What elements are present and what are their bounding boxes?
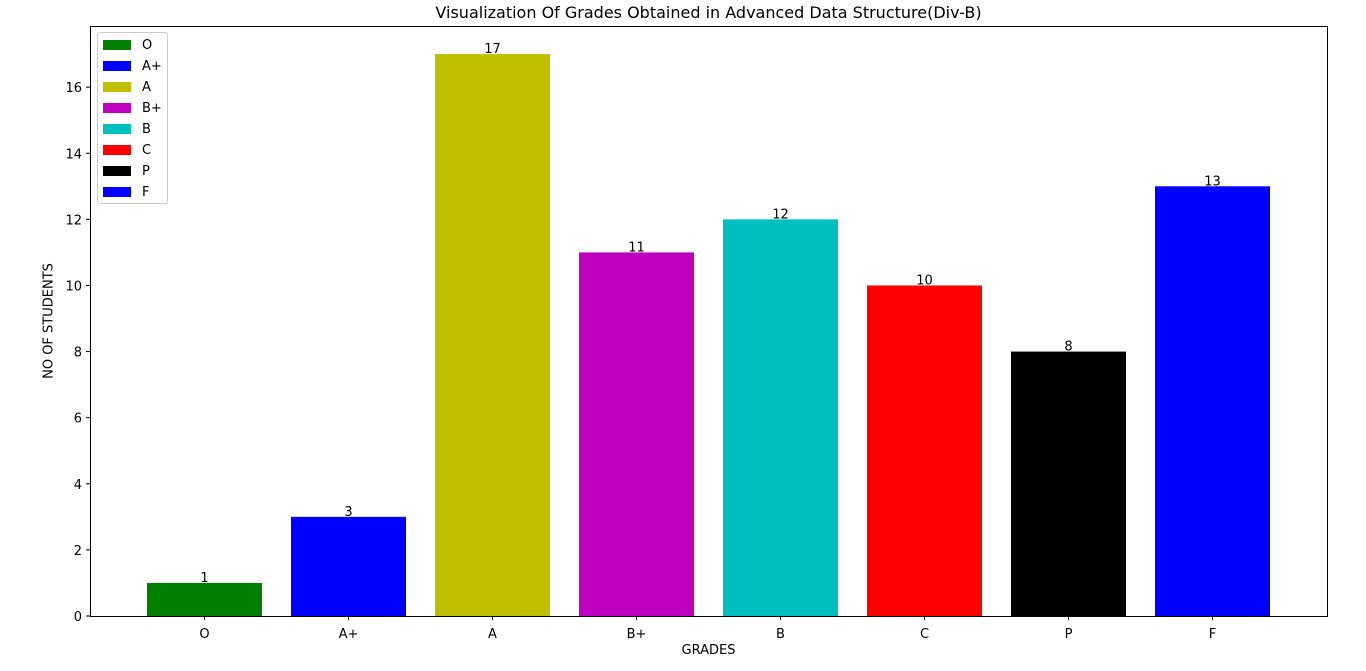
x-tick-label: O	[199, 627, 209, 642]
legend-label: B	[142, 121, 151, 137]
bar-a	[435, 54, 550, 617]
x-tick-label: B+	[627, 627, 647, 642]
bar-value-label: 11	[628, 240, 645, 255]
legend-item: P	[103, 163, 150, 179]
legend-item: F	[103, 184, 150, 200]
y-tick-label: 12	[65, 213, 82, 228]
legend-swatch	[103, 61, 131, 71]
legend-item: A	[103, 79, 151, 95]
plot-frame	[90, 26, 1328, 617]
legend-swatch	[103, 103, 131, 113]
bar-c	[867, 285, 982, 616]
y-tick-label: 4	[74, 478, 82, 493]
legend-label: F	[142, 184, 150, 200]
bar-b-plus	[579, 252, 694, 617]
bar-b	[723, 219, 838, 617]
y-tick-label: 6	[74, 412, 82, 427]
legend-swatch	[103, 40, 131, 50]
bar-value-label: 13	[1204, 174, 1221, 189]
bars-group	[147, 54, 1270, 617]
x-tick-label: B	[776, 627, 785, 642]
legend-swatch	[103, 82, 131, 92]
legend-item: C	[103, 142, 152, 158]
legend-item: B+	[103, 100, 162, 116]
bar-a-plus	[291, 516, 406, 616]
legend-item: A+	[103, 58, 162, 74]
chart-title: Visualization Of Grades Obtained in Adva…	[435, 3, 982, 22]
bar-value-label: 17	[484, 42, 501, 57]
x-tick-label: A+	[339, 627, 359, 642]
legend-label: A	[142, 79, 151, 95]
y-axis-ticks: 0 2 4 6 8 10 12 14 16	[65, 81, 90, 625]
legend-swatch	[103, 145, 131, 155]
legend-swatch	[103, 124, 131, 134]
legend-item: B	[103, 121, 151, 137]
legend-label: P	[142, 163, 150, 179]
bar-value-label: 8	[1064, 340, 1072, 355]
x-axis-ticks: O A+ A B+ B C P F	[199, 616, 1216, 642]
bar-p	[1011, 351, 1126, 616]
bar-o	[147, 582, 262, 616]
bar-value-label: 3	[344, 505, 352, 520]
y-tick-label: 0	[74, 610, 82, 625]
bar-value-label: 12	[772, 207, 789, 222]
y-tick-label: 14	[65, 147, 82, 162]
legend-item: O	[103, 37, 153, 53]
y-tick-label: 10	[65, 279, 82, 294]
legend-swatch	[103, 187, 131, 197]
bar-value-label: 1	[200, 571, 208, 586]
legend: O A+ A B+ B C P F	[97, 32, 168, 204]
bar-f	[1155, 186, 1270, 617]
legend-swatch	[103, 166, 131, 176]
x-tick-label: C	[920, 627, 929, 642]
legend-label: A+	[142, 58, 162, 74]
x-tick-label: P	[1065, 627, 1073, 642]
legend-label: C	[142, 142, 152, 158]
legend-label: B+	[142, 100, 162, 116]
bar-value-label: 10	[916, 273, 933, 288]
y-tick-label: 8	[74, 346, 82, 361]
x-tick-label: A	[488, 627, 497, 642]
x-tick-label: F	[1209, 627, 1216, 642]
legend-label: O	[142, 37, 153, 53]
y-tick-label: 16	[65, 81, 82, 96]
y-tick-label: 2	[74, 544, 82, 559]
x-axis-label: GRADES	[681, 643, 736, 658]
